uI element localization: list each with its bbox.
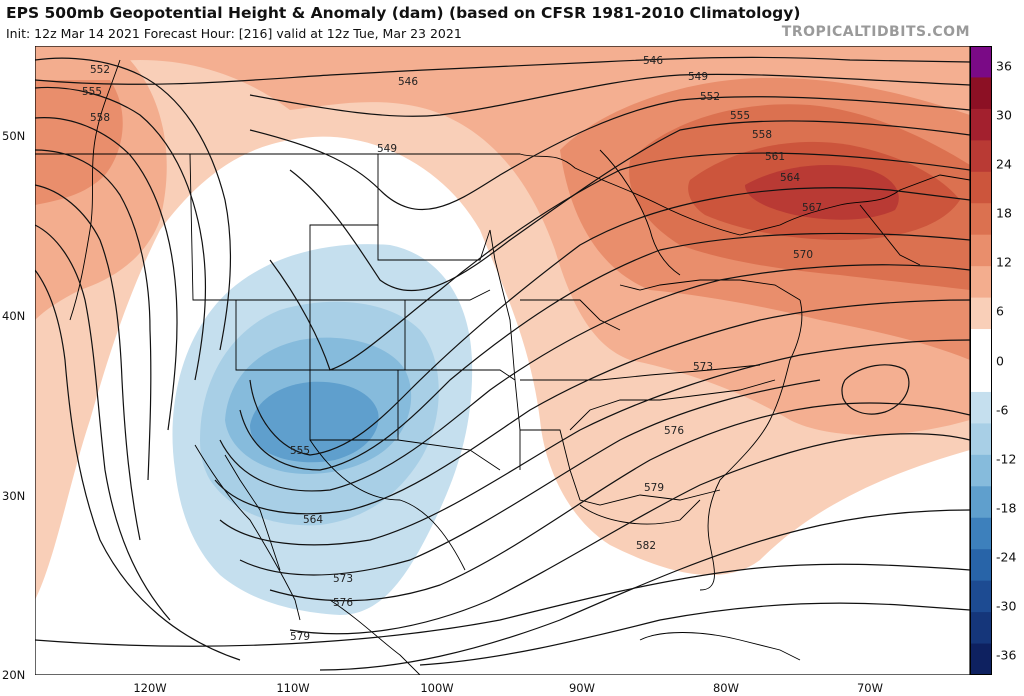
lon-label: 80W [712, 681, 740, 695]
height-contours [35, 56, 970, 671]
negative-anomaly-shading [172, 244, 473, 615]
political-borders [35, 59, 970, 675]
colorbar-label: -30 [996, 598, 1017, 614]
contour-label: 549 [688, 71, 708, 83]
lon-label: 110W [276, 681, 310, 695]
contour-label: 579 [290, 631, 310, 643]
colorbar-swatch [970, 329, 992, 361]
lon-label: 70W [856, 681, 884, 695]
contour-label: 564 [303, 514, 323, 526]
colorbar-label: -36 [996, 647, 1017, 663]
colorbar-swatch [970, 266, 992, 299]
colorbar-swatch [970, 108, 992, 141]
colorbar-swatch [970, 612, 992, 645]
colorbar-swatch [970, 140, 992, 173]
positive-anomaly-shading [35, 46, 970, 600]
contour-label: 573 [693, 361, 713, 373]
contour-label: 546 [643, 55, 663, 67]
brand-watermark: TROPICALTIDBITS.COM [781, 24, 970, 40]
colorbar-swatch [970, 297, 992, 330]
colorbar-swatch [970, 580, 992, 613]
colorbar-swatch [970, 486, 992, 519]
lat-label: 30N [2, 489, 26, 503]
contour-label: 561 [765, 151, 785, 163]
colorbar-label: 36 [996, 58, 1012, 74]
colorbar-swatch [970, 391, 992, 424]
map-subtitle: Init: 12z Mar 14 2021 Forecast Hour: [21… [6, 26, 462, 41]
contour-label: 567 [802, 202, 822, 214]
colorbar-frame [970, 46, 992, 675]
contour-label: 579 [644, 482, 664, 494]
lat-label: 20N [2, 668, 26, 682]
contour-label: 564 [780, 172, 800, 184]
lat-label: 40N [2, 309, 26, 323]
lat-label: 50N [2, 129, 26, 143]
colorbar-label: 18 [996, 205, 1012, 221]
colorbar-swatch [970, 360, 992, 393]
colorbar-swatch [970, 171, 992, 204]
contour-label: 576 [664, 425, 684, 437]
colorbar [970, 46, 992, 676]
colorbar-swatch [970, 643, 992, 676]
contour-labels: 552 555 558 546 546 549 552 555 558 561 … [82, 55, 822, 643]
colorbar-label: 24 [996, 156, 1012, 172]
colorbar-swatch [970, 517, 992, 550]
map-svg: 552 555 558 546 546 549 552 555 558 561 … [35, 46, 970, 675]
map-panel: 552 555 558 546 546 549 552 555 558 561 … [35, 46, 970, 675]
contour-label: 546 [398, 76, 418, 88]
colorbar-swatch [970, 454, 992, 487]
lon-label: 90W [568, 681, 596, 695]
header: EPS 500mb Geopotential Height & Anomaly … [0, 0, 1024, 46]
contour-label: 558 [752, 129, 772, 141]
contour-label: 555 [730, 110, 750, 122]
colorbar-swatch [970, 549, 992, 582]
colorbar-svg [970, 46, 992, 676]
colorbar-label: 12 [996, 254, 1012, 270]
colorbar-label: 0 [996, 353, 1004, 368]
colorbar-label: 30 [996, 107, 1012, 123]
contour-label: 573 [333, 573, 353, 585]
contour-label: 549 [377, 143, 397, 155]
contour-label: 552 [700, 91, 720, 103]
colorbar-swatch [970, 46, 992, 78]
contour-label: 570 [793, 249, 813, 261]
lon-label: 100W [420, 681, 454, 695]
colorbar-label: 6 [996, 303, 1004, 319]
colorbar-label: -6 [996, 402, 1009, 418]
colorbar-swatch [970, 423, 992, 456]
colorbar-swatch [970, 77, 992, 110]
map-title: EPS 500mb Geopotential Height & Anomaly … [6, 4, 801, 22]
contour-label: 558 [90, 112, 110, 124]
contour-label: 555 [82, 86, 102, 98]
colorbar-label: -12 [996, 451, 1017, 467]
colorbar-swatch [970, 234, 992, 267]
colorbar-label: -18 [996, 500, 1017, 516]
colorbar-swatch [970, 203, 992, 236]
lon-label: 120W [133, 681, 167, 695]
contour-label: 555 [290, 445, 310, 457]
contour-label: 576 [333, 597, 353, 609]
colorbar-label: -24 [996, 549, 1017, 565]
contour-label: 582 [636, 540, 656, 552]
contour-label: 552 [90, 64, 110, 76]
